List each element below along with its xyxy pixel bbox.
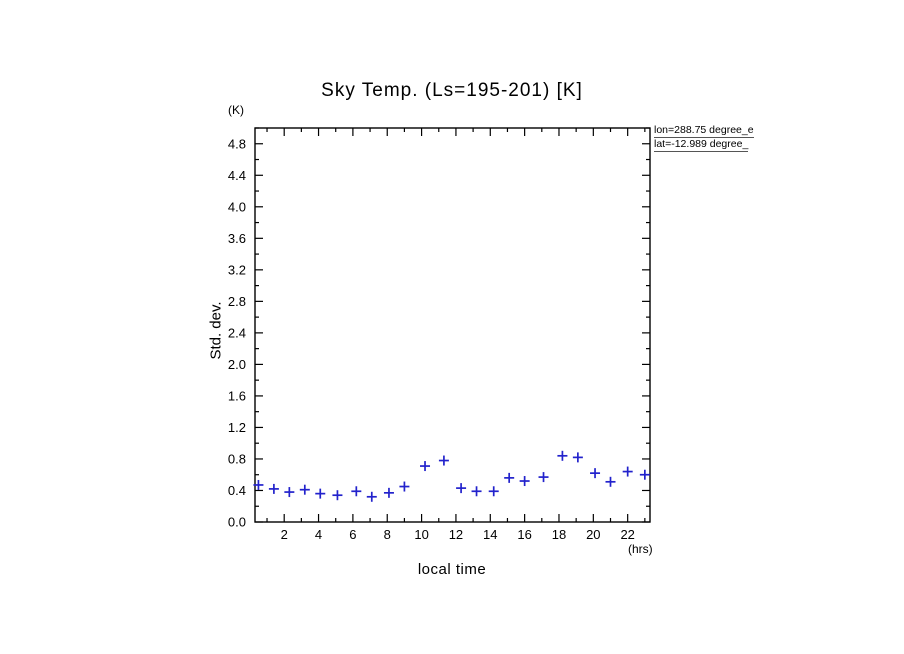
chart-title: Sky Temp. (Ls=195-201) [K] bbox=[321, 80, 583, 101]
x-tick-label: 18 bbox=[552, 527, 566, 542]
y-tick-label: 0.0 bbox=[228, 515, 246, 530]
y-tick-label: 2.8 bbox=[228, 294, 246, 309]
y-tick-label: 2.0 bbox=[228, 357, 246, 372]
y-tick-label: 3.6 bbox=[228, 231, 246, 246]
x-tick-label: 4 bbox=[315, 527, 322, 542]
y-tick-label: 4.8 bbox=[228, 136, 246, 151]
x-tick-label: 10 bbox=[414, 527, 428, 542]
y-axis-unit-label: (K) bbox=[228, 103, 244, 117]
y-tick-label: 3.2 bbox=[228, 262, 246, 277]
x-tick-label: 14 bbox=[483, 527, 497, 542]
x-tick-label: 6 bbox=[349, 527, 356, 542]
coordinate-annotation: lon=288.75 degree_e lat=-12.989 degree_ bbox=[654, 124, 754, 152]
x-axis-label: local time bbox=[417, 561, 487, 578]
x-tick-label: 16 bbox=[517, 527, 531, 542]
x-tick-label: 22 bbox=[620, 527, 634, 542]
x-tick-label: 12 bbox=[449, 527, 463, 542]
y-tick-label: 4.4 bbox=[228, 168, 246, 183]
y-tick-label: 4.0 bbox=[228, 199, 246, 214]
plot-border bbox=[254, 127, 651, 523]
y-tick-label: 0.4 bbox=[228, 483, 246, 498]
x-tick-label: 8 bbox=[384, 527, 391, 542]
x-tick-label: 20 bbox=[586, 527, 600, 542]
y-tick-label: 2.4 bbox=[228, 325, 246, 340]
y-tick-label: 1.2 bbox=[228, 420, 246, 435]
y-tick-label: 0.8 bbox=[228, 451, 246, 466]
x-axis-unit-label: (hrs) bbox=[628, 542, 653, 556]
latitude-annotation: lat=-12.989 degree_ bbox=[654, 138, 749, 152]
x-tick-label: 2 bbox=[281, 527, 288, 542]
y-tick-label: 1.6 bbox=[228, 388, 246, 403]
